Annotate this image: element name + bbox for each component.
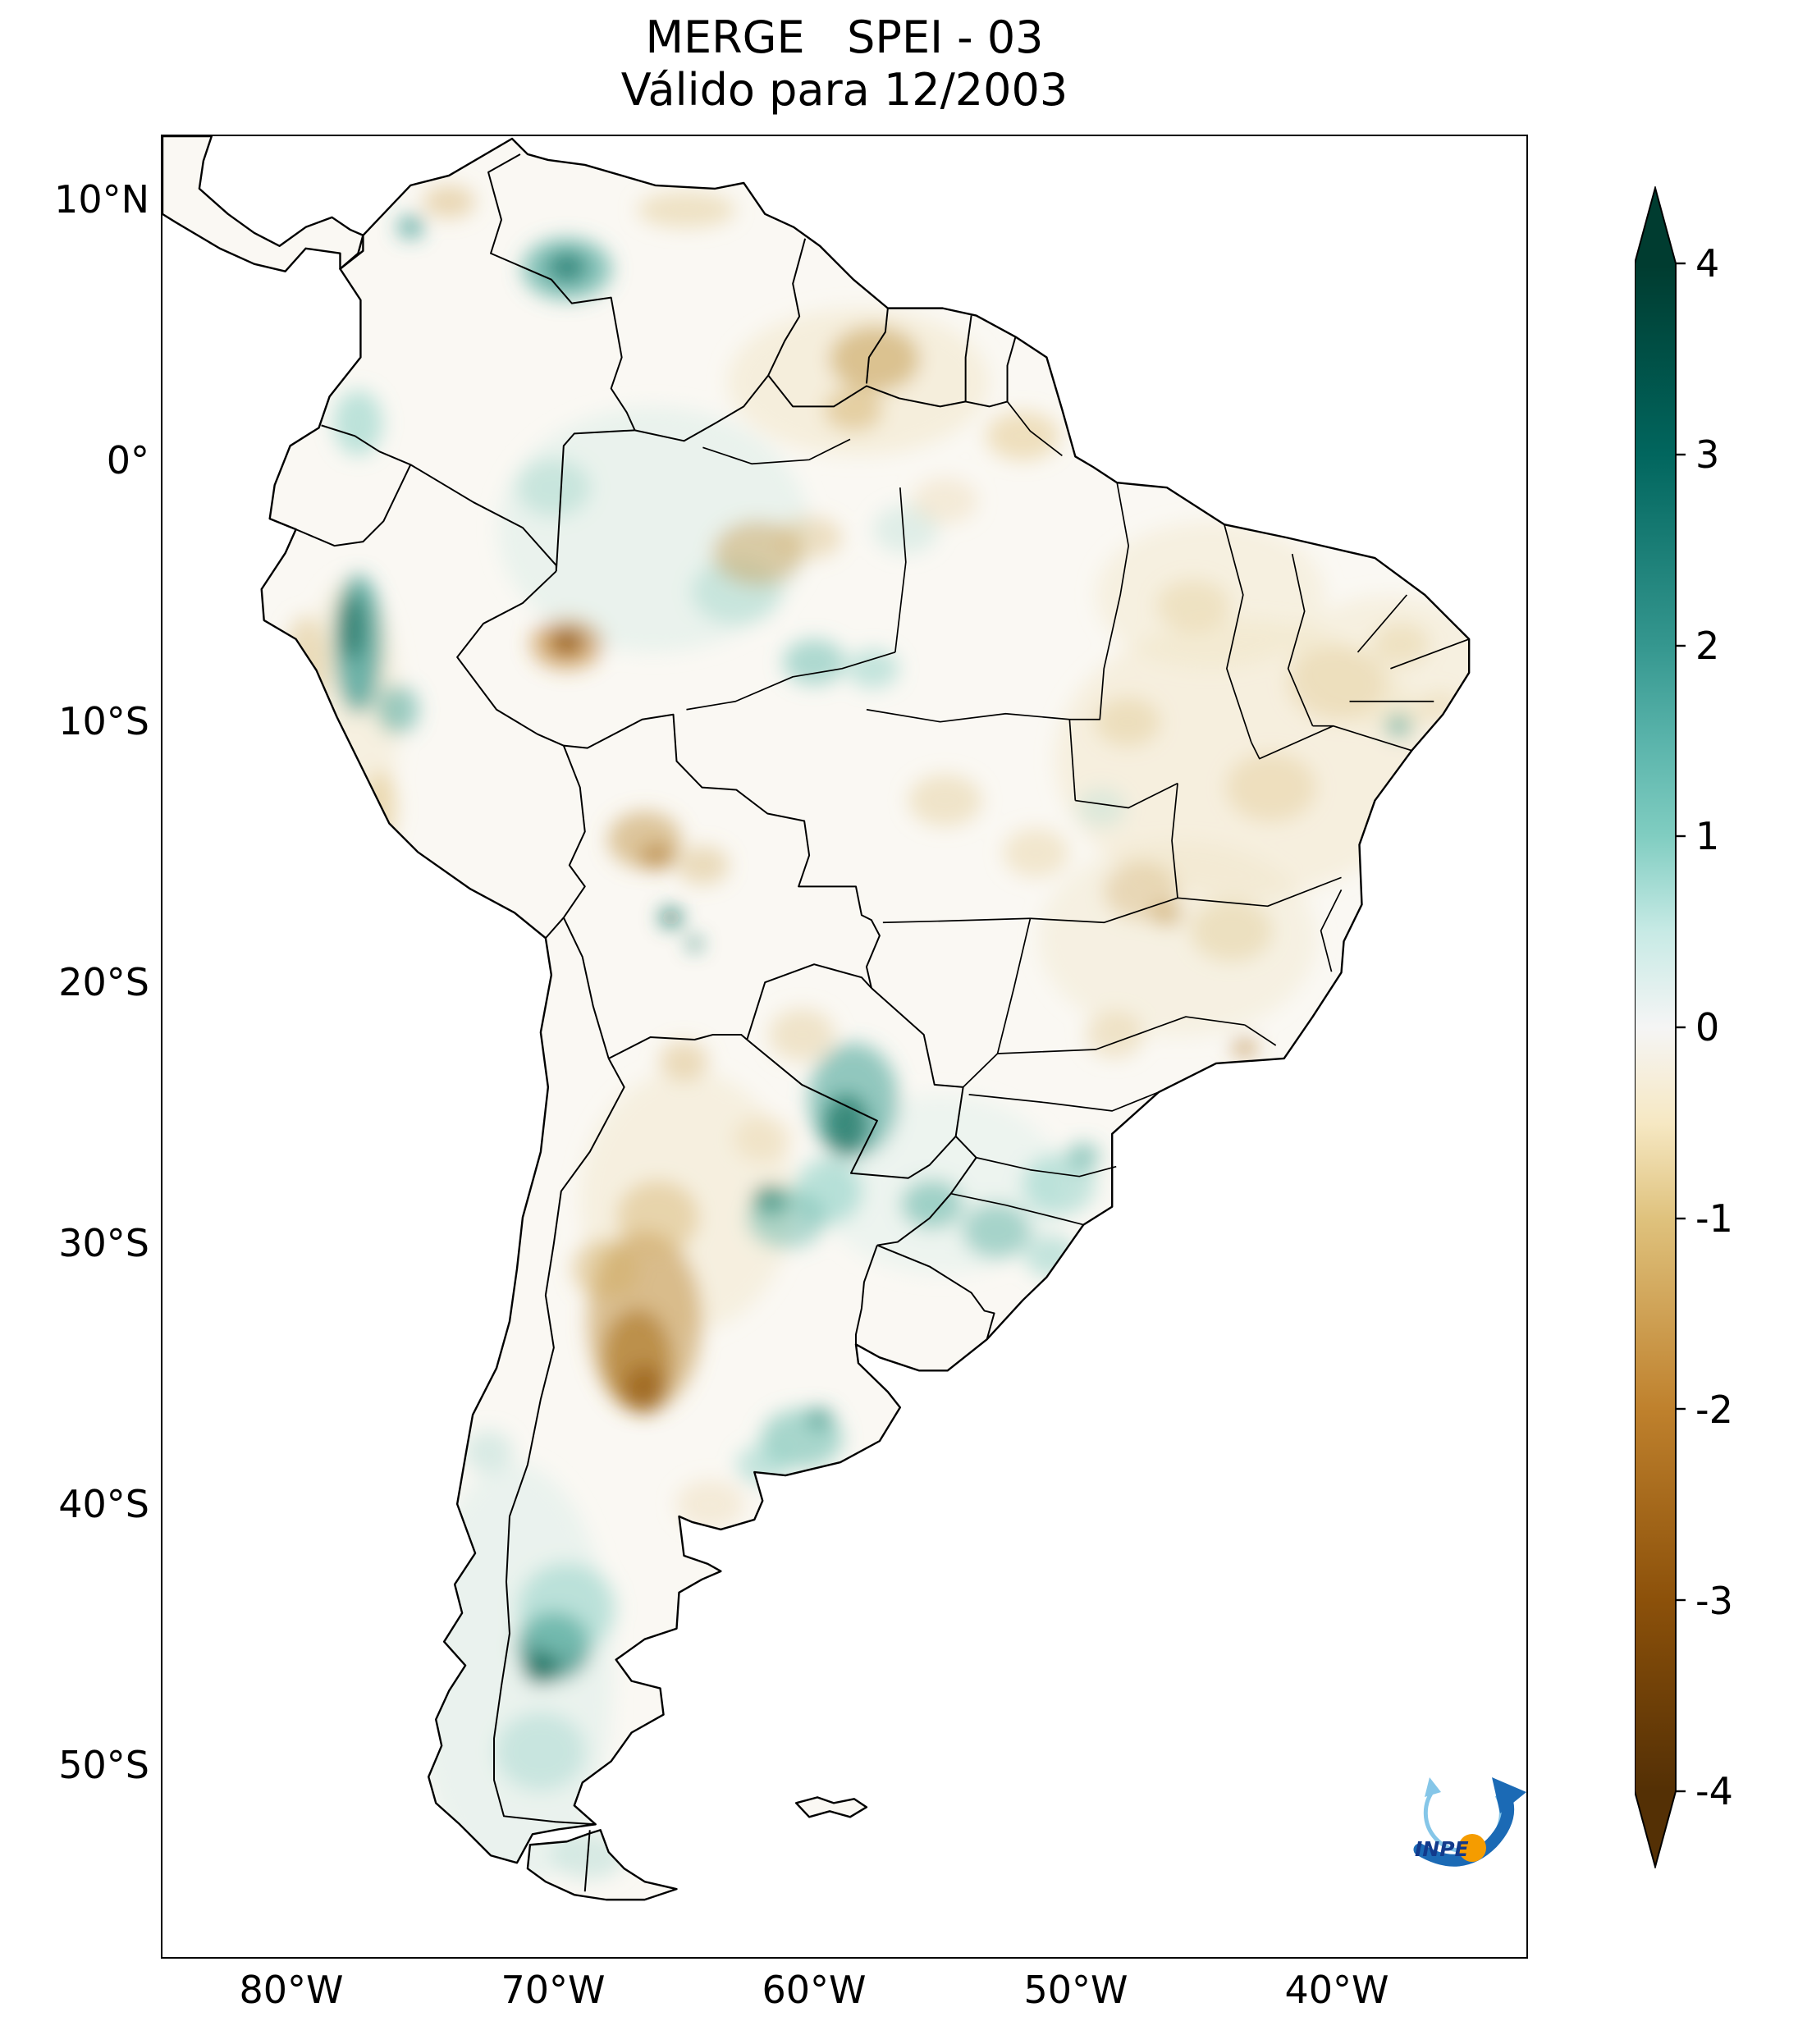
colorbar-tick-label: 3 bbox=[1695, 432, 1720, 477]
inpe-bold-swirl-arrow bbox=[1413, 1789, 1515, 1867]
figure-subtitle: Válido para 12/2003 bbox=[620, 64, 1068, 116]
inpe-orange-dot bbox=[1458, 1834, 1486, 1862]
inpe-light-arrowhead bbox=[1425, 1777, 1441, 1797]
colorbar-tick-label: -1 bbox=[1695, 1196, 1733, 1241]
colorbar-tick-label: -4 bbox=[1695, 1769, 1733, 1813]
inpe-logo: INPE bbox=[1393, 1771, 1535, 1887]
lon-tick-label: 40°W bbox=[1284, 1968, 1389, 2012]
colorbar-tick-marks bbox=[1676, 262, 1686, 1793]
lat-tick-label: 40°S bbox=[58, 1482, 149, 1526]
colorbar-tick-label: 4 bbox=[1695, 241, 1720, 286]
country-borders bbox=[295, 153, 1017, 1892]
colorbar-tick-label: -2 bbox=[1695, 1388, 1733, 1432]
title-block: MERGE SPEI - 03 Válido para 12/2003 bbox=[161, 11, 1528, 117]
map-frame bbox=[161, 135, 1528, 1959]
lat-tick-label: 0° bbox=[106, 438, 149, 482]
colorbar-gradient bbox=[1635, 186, 1677, 1868]
south-america-spei-map bbox=[162, 136, 1471, 1901]
colorbar-tick-label: 1 bbox=[1695, 814, 1720, 858]
lon-tick-label: 50°W bbox=[1023, 1968, 1128, 2012]
lon-tick-label: 80°W bbox=[239, 1968, 344, 2012]
inpe-logo-graphic: INPE bbox=[1413, 1777, 1526, 1867]
lon-tick-label: 70°W bbox=[501, 1968, 606, 2012]
lat-tick-label: 20°S bbox=[58, 960, 149, 1004]
state-borders bbox=[686, 400, 1470, 1226]
lat-tick-label: 10°S bbox=[58, 699, 149, 743]
colorbar-tick-label: -3 bbox=[1695, 1579, 1733, 1623]
lat-tick-label: 50°S bbox=[58, 1743, 149, 1787]
colorbar-tick-label: 2 bbox=[1695, 624, 1720, 668]
spei-field bbox=[162, 136, 1470, 1900]
colorbar-tick-label: 0 bbox=[1695, 1005, 1720, 1049]
coastline bbox=[162, 136, 1471, 1901]
lon-tick-label: 60°W bbox=[762, 1968, 867, 2012]
lat-tick-label: 30°S bbox=[58, 1221, 149, 1265]
figure-title: MERGE SPEI - 03 bbox=[645, 11, 1044, 63]
inpe-bold-arrowhead bbox=[1492, 1777, 1526, 1813]
inpe-logo-text: INPE bbox=[1415, 1837, 1469, 1861]
colorbar bbox=[1635, 186, 1686, 1868]
lat-tick-label: 10°N bbox=[54, 177, 149, 222]
